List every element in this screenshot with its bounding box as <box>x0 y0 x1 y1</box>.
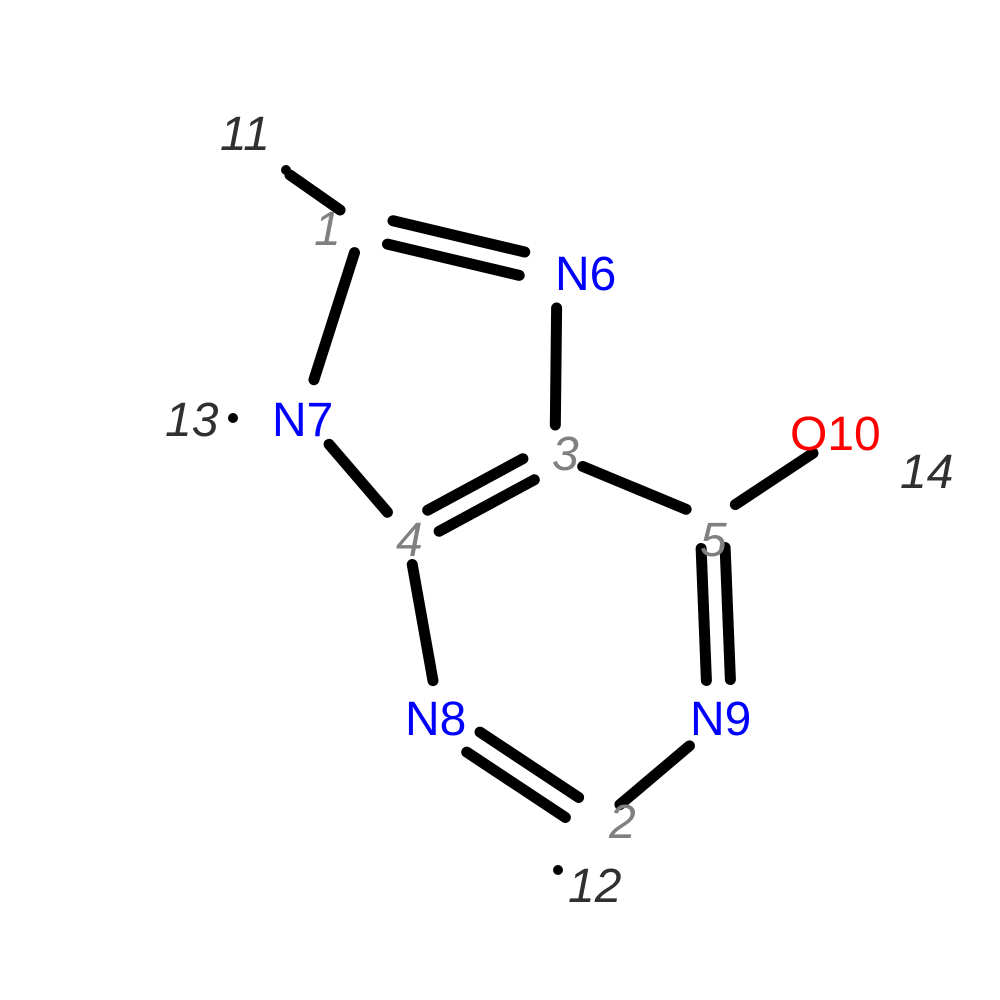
index-label: 14 <box>900 446 953 499</box>
index-label: 2 <box>608 796 636 849</box>
bond-line <box>314 253 355 380</box>
lone-dot <box>228 413 238 423</box>
bond-line <box>329 444 387 512</box>
bond-line <box>439 480 534 531</box>
index-label: 11 <box>220 108 270 161</box>
bond-line <box>428 459 523 510</box>
lone-dot <box>281 165 291 175</box>
lone-dot <box>553 865 563 875</box>
bond-line <box>725 547 730 679</box>
atom-label: O10 <box>790 408 881 461</box>
bond-line <box>555 308 556 425</box>
molecule-diagram: 111N613N73O101445N8N9212 <box>0 0 1000 1000</box>
atom-label: N8 <box>405 693 466 746</box>
index-label: 3 <box>552 428 579 481</box>
bond-line <box>701 548 706 680</box>
index-label: 12 <box>568 860 621 913</box>
atom-label: N6 <box>555 248 616 301</box>
bond-line <box>583 466 686 509</box>
bond-line <box>412 565 433 681</box>
atom-label: N7 <box>272 394 333 447</box>
index-label: 1 <box>314 203 341 256</box>
atom-label: N9 <box>690 693 751 746</box>
index-label: 4 <box>396 514 423 567</box>
index-label: 5 <box>700 514 727 567</box>
index-label: 13 <box>165 394 219 447</box>
